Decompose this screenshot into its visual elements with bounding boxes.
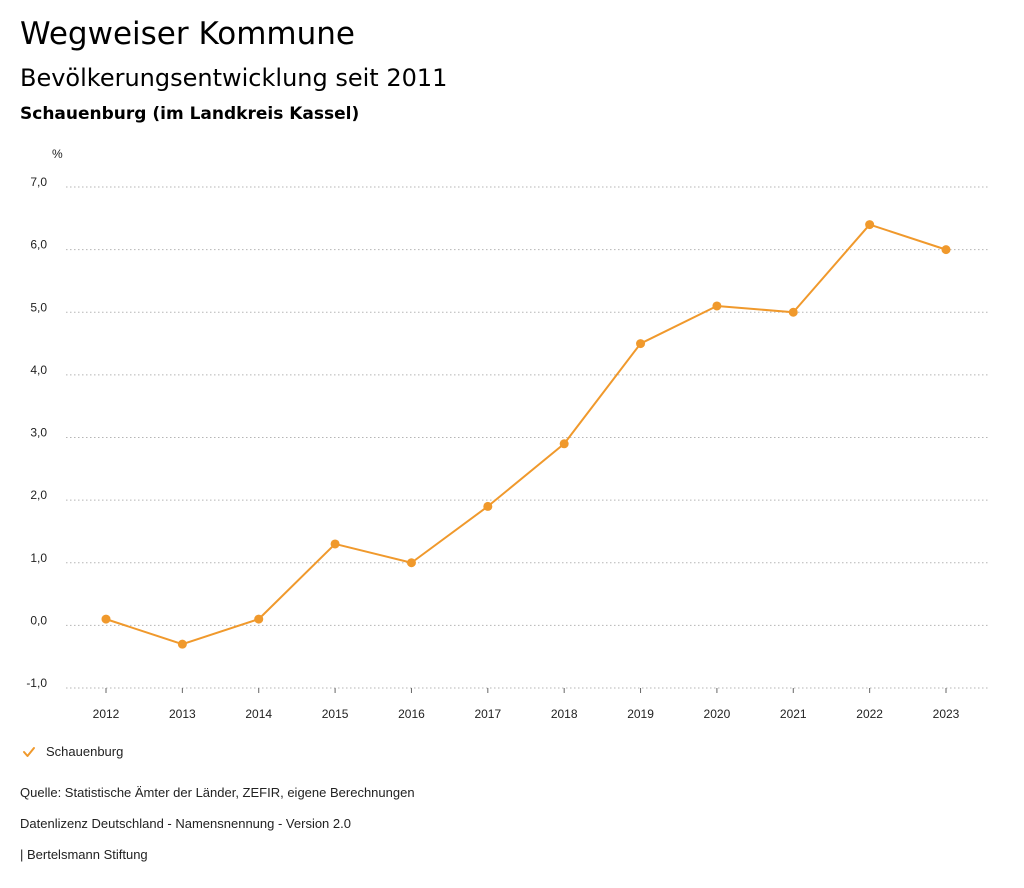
y-tick-label: 5,0: [30, 300, 47, 314]
y-tick-label: 1,0: [30, 551, 47, 565]
x-tick-label: 2019: [627, 707, 654, 721]
data-point-2015[interactable]: [330, 539, 340, 549]
data-point-2014[interactable]: [254, 614, 264, 624]
license-note: Datenlizenz Deutschland - Namensnennung …: [20, 816, 351, 831]
y-tick-label: 0,0: [30, 613, 47, 627]
x-tick-label: 2014: [245, 707, 272, 721]
y-tick-label: 2,0: [30, 488, 47, 502]
x-tick-label: 2012: [93, 707, 120, 721]
x-tick-label: 2017: [474, 707, 501, 721]
y-tick-label: 4,0: [30, 363, 47, 377]
x-tick-label: 2020: [704, 707, 731, 721]
x-tick-label: 2016: [398, 707, 425, 721]
y-tick-label: 7,0: [30, 175, 47, 189]
y-tick-label: 6,0: [30, 238, 47, 252]
x-axis-ticks: 2012 2013 2014 2015 2016 2017 2018 2019 2020 2021…: [93, 688, 960, 721]
data-point-2016[interactable]: [406, 558, 416, 568]
source-note: Quelle: Statistische Ämter der Länder, Z…: [20, 785, 415, 800]
check-icon: [23, 746, 35, 757]
x-tick-label: 2023: [933, 707, 960, 721]
legend-label: Schauenburg: [46, 744, 124, 759]
data-point-2012[interactable]: [101, 614, 111, 624]
data-point-2022[interactable]: [865, 220, 875, 230]
x-tick-label: 2015: [322, 707, 349, 721]
series-line: [105, 223, 947, 646]
line-chart: % -1,00,01,02,03,04,05,06,07,0 2012 2013 2…: [26, 147, 990, 721]
data-point-2019[interactable]: [636, 339, 646, 349]
publisher-note: | Bertelsmann Stiftung: [20, 847, 148, 862]
x-tick-label: 2022: [856, 707, 883, 721]
series-schauenburg: [101, 220, 951, 649]
region-label: Schauenburg (im Landkreis Kassel): [20, 104, 360, 124]
data-point-2020[interactable]: [712, 301, 722, 311]
x-tick-label: 2018: [551, 707, 578, 721]
data-point-2018[interactable]: [559, 439, 569, 449]
y-axis-ticks: -1,0 0,0 1,0 2,0 3,0 4,0 5,0 6,0 7,0: [26, 175, 47, 690]
chart-subtitle: Bevölkerungsentwicklung seit 2011: [20, 64, 448, 92]
data-point-2021[interactable]: [788, 307, 798, 317]
legend-item-schauenburg[interactable]: Schauenburg: [22, 744, 123, 759]
data-point-2013[interactable]: [177, 639, 187, 649]
y-tick-label: -1,0: [26, 676, 47, 690]
x-tick-label: 2021: [780, 707, 807, 721]
data-point-2017[interactable]: [483, 501, 493, 511]
data-point-2023[interactable]: [941, 245, 951, 255]
grid-lines: [66, 186, 990, 689]
y-tick-label: 3,0: [30, 426, 47, 440]
page-title: Wegweiser Kommune: [20, 16, 355, 52]
y-axis-unit: %: [52, 147, 63, 161]
x-tick-label: 2013: [169, 707, 196, 721]
